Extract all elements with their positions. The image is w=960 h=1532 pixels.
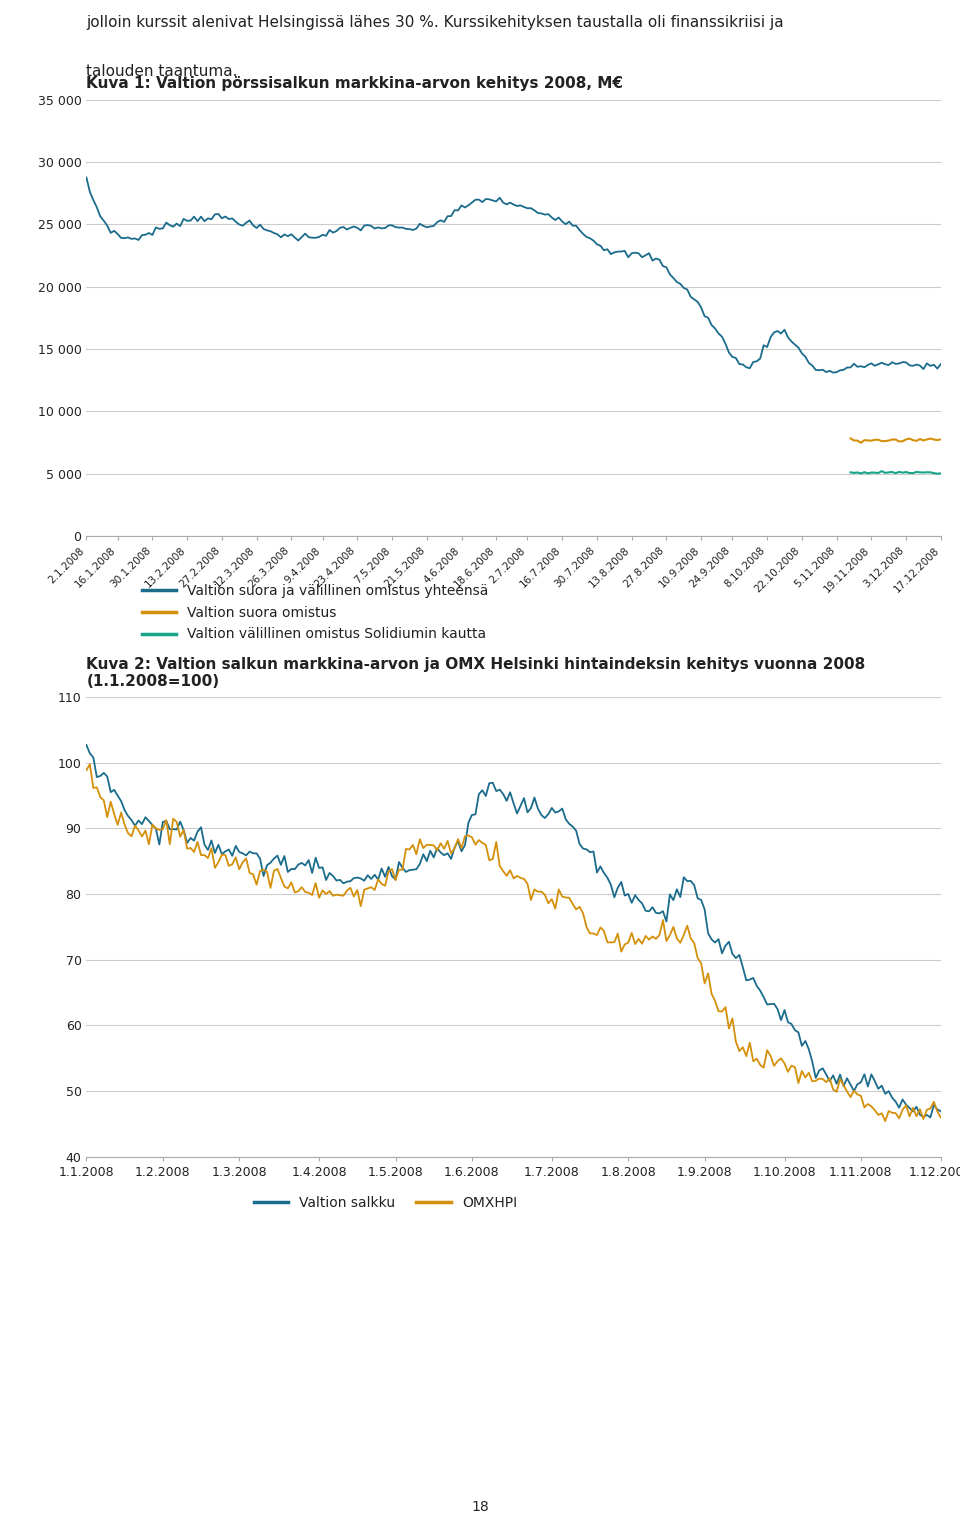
Legend: Valtion suora ja välillinen omistus yhteensä, Valtion suora omistus, Valtion väl: Valtion suora ja välillinen omistus yhte…	[136, 579, 494, 647]
Text: talouden taantuma.: talouden taantuma.	[86, 63, 238, 78]
Text: Kuva 2: Valtion salkun markkina-arvon ja OMX Helsinki hintaindeksin kehitys vuon: Kuva 2: Valtion salkun markkina-arvon ja…	[86, 657, 866, 689]
Text: jolloin kurssit alenivat Helsingissä lähes 30 %. Kurssikehityksen taustalla oli : jolloin kurssit alenivat Helsingissä läh…	[86, 15, 784, 31]
Text: 18: 18	[471, 1500, 489, 1514]
Legend: Valtion salkku, OMXHPI: Valtion salkku, OMXHPI	[248, 1190, 523, 1215]
Text: Kuva 1: Valtion pörssisalkun markkina-arvon kehitys 2008, M€: Kuva 1: Valtion pörssisalkun markkina-ar…	[86, 77, 623, 92]
